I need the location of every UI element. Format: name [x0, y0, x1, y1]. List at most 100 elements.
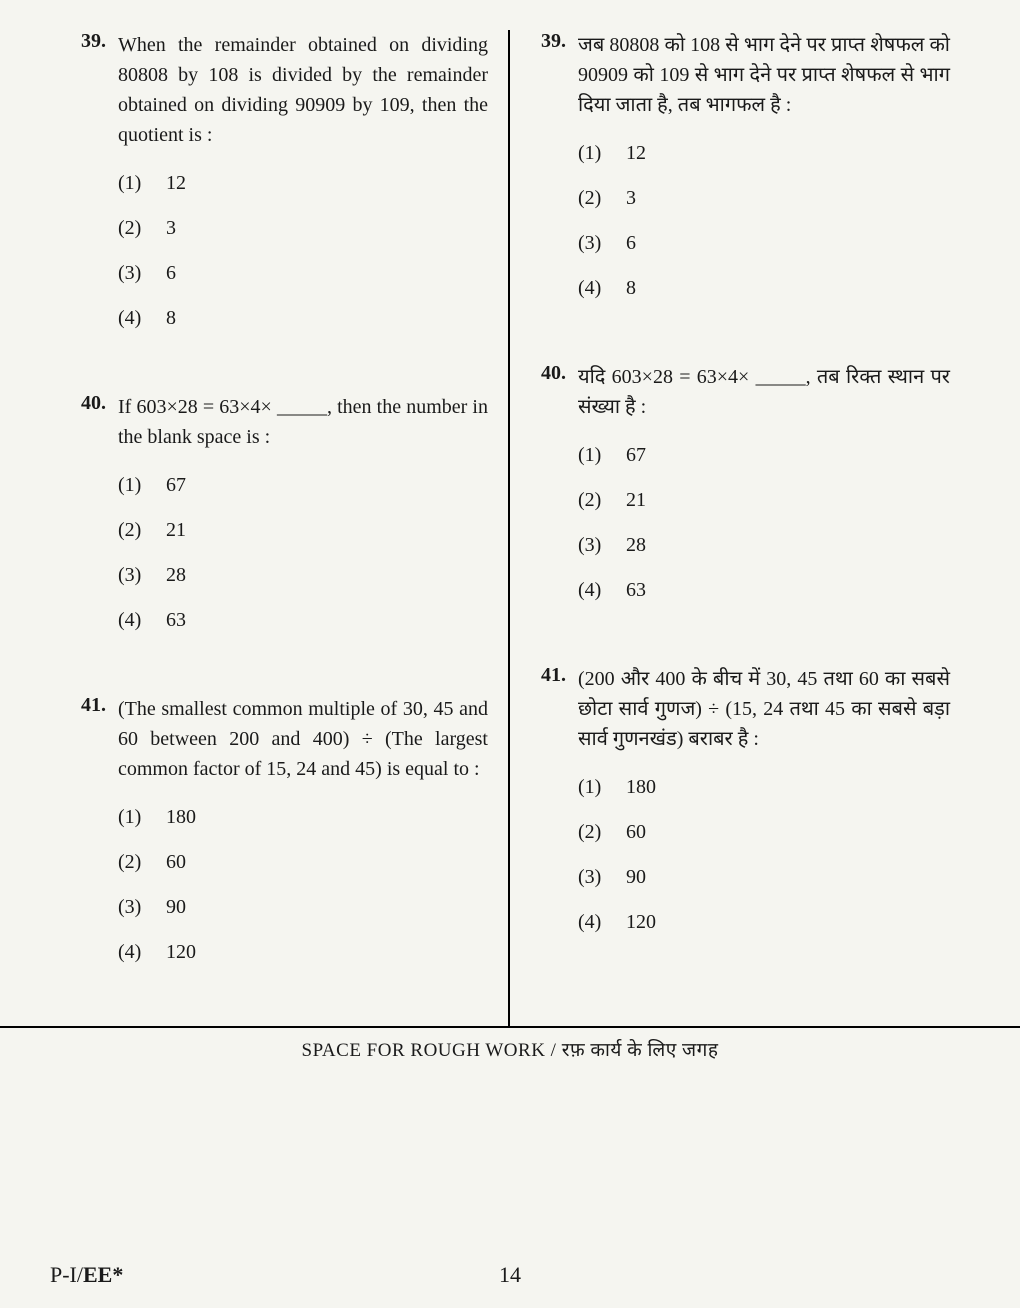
- rough-work-label: SPACE FOR ROUGH WORK / रफ़ कार्य के लिए …: [50, 1036, 970, 1062]
- paper-code-bold: EE*: [83, 1262, 123, 1287]
- option-number: (4): [118, 941, 152, 964]
- question-number: 39.: [70, 30, 106, 352]
- option-value: 28: [626, 534, 646, 557]
- question-41-hi: 41. (200 और 400 के बीच में 30, 45 तथा 60…: [530, 664, 950, 956]
- option-value: 90: [166, 896, 186, 919]
- question-40-en: 40. If 603×28 = 63×4× _____, then the nu…: [70, 392, 488, 654]
- options-list: (1) 67 (2) 21 (3) 28 (4) 63: [118, 474, 488, 632]
- question-text: यदि 603×28 = 63×4× _____, तब रिक्त स्थान…: [578, 362, 950, 422]
- question-text: When the remainder obtained on dividing …: [118, 30, 488, 150]
- option-number: (2): [578, 821, 612, 844]
- column-hindi: 39. जब 80808 को 108 से भाग देने पर प्राप…: [510, 30, 970, 1026]
- option[interactable]: (1) 67: [118, 474, 488, 497]
- option-number: (2): [118, 519, 152, 542]
- option-value: 67: [626, 444, 646, 467]
- option[interactable]: (1) 67: [578, 444, 950, 467]
- option[interactable]: (4) 63: [118, 609, 488, 632]
- option[interactable]: (2) 60: [118, 851, 488, 874]
- options-list: (1) 180 (2) 60 (3) 90 (4) 120: [118, 806, 488, 964]
- question-body: If 603×28 = 63×4× _____, then the number…: [118, 392, 488, 654]
- option[interactable]: (4) 120: [578, 911, 950, 934]
- option-value: 6: [626, 232, 636, 255]
- option[interactable]: (2)3: [578, 187, 950, 210]
- option-value: 8: [166, 307, 176, 330]
- option-number: (2): [578, 489, 612, 512]
- option-value: 3: [166, 217, 176, 240]
- option-value: 63: [166, 609, 186, 632]
- question-text: जब 80808 को 108 से भाग देने पर प्राप्त श…: [578, 30, 950, 120]
- question-40-hi: 40. यदि 603×28 = 63×4× _____, तब रिक्त स…: [530, 362, 950, 624]
- option-number: (4): [118, 609, 152, 632]
- option-number: (4): [118, 307, 152, 330]
- option-number: (3): [578, 534, 612, 557]
- options-list: (1) 12 (2) 3 (3) 6 (4) 8: [118, 172, 488, 330]
- option-value: 21: [166, 519, 186, 542]
- option-value: 90: [626, 866, 646, 889]
- question-number: 40.: [530, 362, 566, 624]
- option[interactable]: (3) 6: [578, 232, 950, 255]
- option-number: (1): [118, 172, 152, 195]
- option-number: (4): [578, 911, 612, 934]
- option-number: (3): [118, 262, 152, 285]
- option[interactable]: (2) 3: [118, 217, 488, 240]
- option-value: 180: [166, 806, 196, 829]
- page-footer: P-I/EE* 14: [50, 1262, 970, 1288]
- option[interactable]: (1)12: [578, 142, 950, 165]
- option-value: 120: [626, 911, 656, 934]
- option-number: (4): [578, 579, 612, 602]
- question-body: (The smallest common multiple of 30, 45 …: [118, 694, 488, 986]
- option[interactable]: (1) 12: [118, 172, 488, 195]
- question-text: (The smallest common multiple of 30, 45 …: [118, 694, 488, 784]
- option[interactable]: (3) 28: [578, 534, 950, 557]
- option[interactable]: (3) 6: [118, 262, 488, 285]
- question-number: 39.: [530, 30, 566, 322]
- option[interactable]: (3) 90: [118, 896, 488, 919]
- option-number: (2): [578, 187, 612, 210]
- question-41-en: 41. (The smallest common multiple of 30,…: [70, 694, 488, 986]
- option-value: 6: [166, 262, 176, 285]
- option[interactable]: (3) 90: [578, 866, 950, 889]
- option[interactable]: (2) 21: [578, 489, 950, 512]
- option[interactable]: (1) 180: [118, 806, 488, 829]
- option-value: 21: [626, 489, 646, 512]
- option-value: 28: [166, 564, 186, 587]
- option[interactable]: (4)63: [578, 579, 950, 602]
- option[interactable]: (4) 120: [118, 941, 488, 964]
- option-number: (3): [118, 564, 152, 587]
- column-english: 39. When the remainder obtained on divid…: [50, 30, 510, 1026]
- question-number: 40.: [70, 392, 106, 654]
- option[interactable]: (2) 60: [578, 821, 950, 844]
- option-number: (3): [578, 866, 612, 889]
- options-list: (1)180 (2) 60 (3) 90 (4) 120: [578, 776, 950, 934]
- option-number: (2): [118, 851, 152, 874]
- option-value: 60: [626, 821, 646, 844]
- option-number: (3): [118, 896, 152, 919]
- option[interactable]: (1)180: [578, 776, 950, 799]
- paper-code-prefix: P-I/: [50, 1262, 83, 1287]
- page-number: 14: [499, 1262, 521, 1288]
- page-columns: 39. When the remainder obtained on divid…: [50, 30, 970, 1026]
- option[interactable]: (4) 8: [578, 277, 950, 300]
- option[interactable]: (4) 8: [118, 307, 488, 330]
- option-number: (1): [578, 444, 612, 467]
- options-list: (1) 67 (2) 21 (3) 28 (4)63: [578, 444, 950, 602]
- option[interactable]: (3) 28: [118, 564, 488, 587]
- question-body: यदि 603×28 = 63×4× _____, तब रिक्त स्थान…: [578, 362, 950, 624]
- option-value: 60: [166, 851, 186, 874]
- option-value: 120: [166, 941, 196, 964]
- option-number: (1): [118, 806, 152, 829]
- option-value: 8: [626, 277, 636, 300]
- question-body: जब 80808 को 108 से भाग देने पर प्राप्त श…: [578, 30, 950, 322]
- question-text: If 603×28 = 63×4× _____, then the number…: [118, 392, 488, 452]
- option[interactable]: (2) 21: [118, 519, 488, 542]
- option-number: (3): [578, 232, 612, 255]
- option-number: (1): [578, 776, 612, 799]
- option-number: (4): [578, 277, 612, 300]
- option-number: (1): [118, 474, 152, 497]
- option-value: 12: [166, 172, 186, 195]
- question-body: When the remainder obtained on dividing …: [118, 30, 488, 352]
- option-value: 67: [166, 474, 186, 497]
- question-39-hi: 39. जब 80808 को 108 से भाग देने पर प्राप…: [530, 30, 950, 322]
- question-number: 41.: [530, 664, 566, 956]
- option-number: (2): [118, 217, 152, 240]
